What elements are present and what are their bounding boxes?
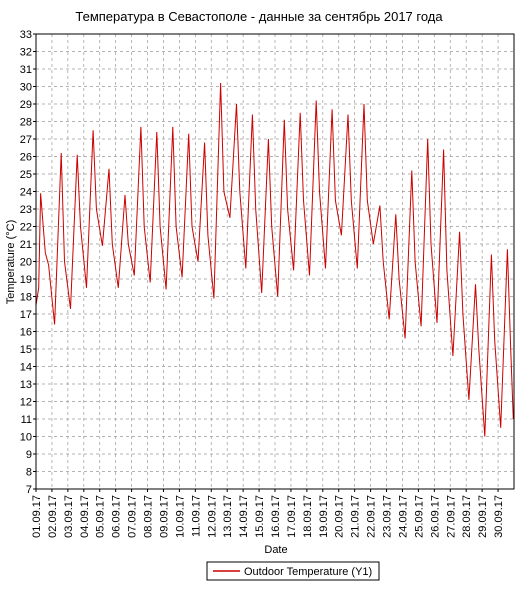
x-tick-label: 26.09.17: [429, 495, 441, 538]
y-tick-label: 28: [20, 117, 32, 129]
y-tick-label: 21: [20, 239, 32, 251]
x-tick-label: 13.09.17: [222, 495, 234, 538]
y-tick-label: 32: [20, 47, 32, 59]
y-tick-label: 30: [20, 82, 32, 94]
y-tick-label: 20: [20, 257, 32, 269]
x-tick-label: 03.09.17: [63, 495, 75, 538]
y-axis-label: Temperature (°C): [5, 220, 17, 304]
series-line-outdoor-temperature: [35, 82, 514, 437]
x-axis: 01.09.17 02.09.17 03.09.17 04.09.17 05.09.17…: [31, 489, 505, 538]
x-axis-label: Date: [264, 544, 287, 556]
x-tick-label: 16.09.17: [270, 495, 282, 538]
y-tick-label: 7: [26, 484, 32, 496]
y-tick-label: 9: [26, 449, 32, 461]
plot-frame: [35, 33, 515, 490]
y-tick-label: 26: [20, 152, 32, 164]
legend: Outdoor Temperature (Y1): [206, 561, 380, 581]
legend-label: Outdoor Temperature (Y1): [244, 566, 372, 578]
y-tick-label: 13: [20, 379, 32, 391]
x-tick-label: 22.09.17: [366, 495, 378, 538]
y-axis: 7 8 9 10 11 12 13 14 15 16 17 18 19 20 21 22 23 24 25 26 27 2…: [20, 29, 36, 496]
x-tick-label: 06.09.17: [111, 495, 123, 538]
x-tick-label: 07.09.17: [127, 495, 139, 538]
y-tick-label: 14: [20, 362, 32, 374]
x-tick-label: 24.09.17: [397, 495, 409, 538]
x-tick-label: 14.09.17: [238, 495, 250, 538]
x-tick-label: 09.09.17: [158, 495, 170, 538]
x-tick-label: 23.09.17: [382, 495, 394, 538]
legend-box: [206, 561, 380, 581]
grid: [35, 33, 514, 490]
y-tick-label: 25: [20, 169, 32, 181]
y-tick-label: 29: [20, 99, 32, 111]
y-tick-label: 31: [20, 64, 32, 76]
y-tick-label: 12: [20, 397, 32, 409]
y-tick-label: 23: [20, 204, 32, 216]
y-tick-label: 27: [20, 134, 32, 146]
x-tick-label: 15.09.17: [254, 495, 266, 538]
x-tick-label: 19.09.17: [318, 495, 330, 538]
x-tick-label: 04.09.17: [79, 495, 91, 538]
y-tick-label: 8: [26, 467, 32, 479]
x-tick-label: 01.09.17: [31, 495, 43, 538]
x-tick-label: 17.09.17: [286, 495, 298, 538]
x-tick-label: 08.09.17: [143, 495, 155, 538]
x-tick-label: 10.09.17: [174, 495, 186, 538]
y-tick-label: 19: [20, 274, 32, 286]
x-tick-label: 18.09.17: [302, 495, 314, 538]
y-tick-label: 17: [20, 309, 32, 321]
x-tick-label: 27.09.17: [445, 495, 457, 538]
y-tick-label: 24: [20, 187, 32, 199]
chart-title: Температура в Севастополе - данные за се…: [75, 9, 443, 24]
x-tick-label: 28.09.17: [461, 495, 473, 538]
y-tick-label: 11: [21, 414, 32, 426]
x-tick-label: 02.09.17: [47, 495, 59, 538]
x-tick-label: 05.09.17: [95, 495, 107, 538]
y-tick-label: 22: [20, 222, 32, 234]
y-tick-label: 18: [20, 292, 32, 304]
x-tick-label: 21.09.17: [350, 495, 362, 538]
y-tick-label: 15: [20, 344, 32, 356]
x-tick-label: 30.09.17: [493, 495, 505, 538]
y-tick-label: 33: [20, 29, 32, 41]
x-tick-label: 25.09.17: [413, 495, 425, 538]
y-tick-label: 16: [20, 327, 32, 339]
x-tick-label: 11.09.17: [190, 495, 202, 537]
x-tick-label: 29.09.17: [477, 495, 489, 538]
y-tick-label: 10: [20, 432, 32, 444]
x-tick-label: 12.09.17: [206, 495, 218, 538]
x-tick-label: 20.09.17: [334, 495, 346, 538]
